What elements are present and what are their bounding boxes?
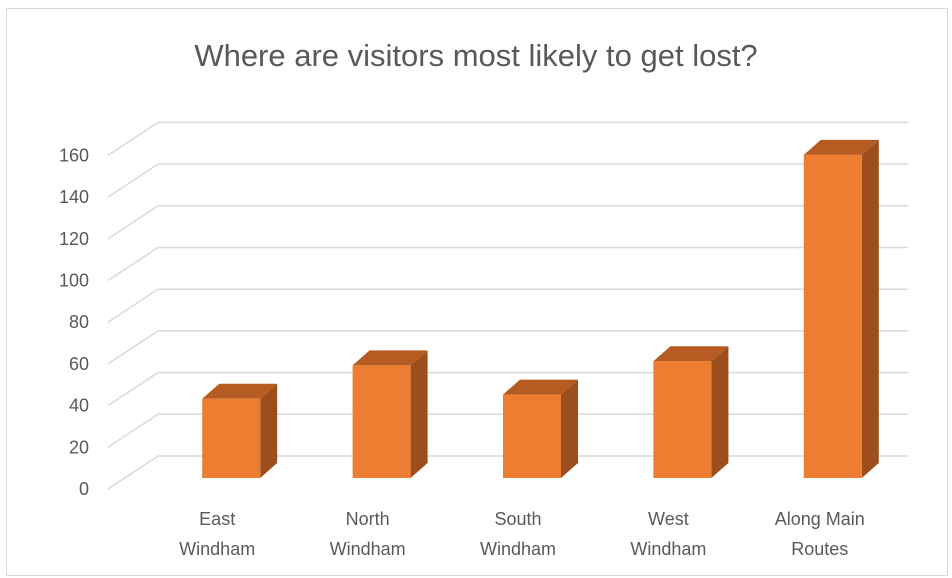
y-tick-label: 80	[69, 312, 89, 332]
y-tick-label: 40	[69, 396, 89, 416]
gridline-side	[107, 455, 159, 490]
bar-top	[202, 383, 278, 399]
x-tick-label: Windham	[630, 539, 706, 559]
y-tick-label: 100	[59, 271, 89, 291]
y-tick-label: 160	[59, 145, 89, 165]
y-tick-label: 60	[69, 354, 89, 374]
bar	[653, 361, 712, 478]
gridline-side	[107, 205, 159, 240]
gridline-side	[107, 246, 159, 282]
x-tick-label: Windham	[330, 539, 406, 559]
chart-area	[6, 8, 948, 576]
bar	[202, 398, 261, 478]
y-tick-label: 20	[69, 437, 89, 457]
bar-top	[503, 379, 578, 395]
bar	[352, 365, 411, 478]
y-tick-label: 140	[59, 187, 89, 207]
gridline-side	[107, 371, 159, 407]
x-tick-label: North	[346, 509, 390, 529]
chart-title: Where are visitors most likely to get lo…	[194, 38, 758, 73]
bar-top	[352, 350, 428, 366]
bar-top	[803, 139, 879, 155]
bar-side	[861, 139, 879, 478]
bar-side	[711, 346, 729, 478]
x-tick-label: West	[648, 509, 689, 529]
y-tick-label: 120	[59, 229, 89, 249]
gridline-side	[107, 288, 159, 323]
x-tick-label: South	[494, 509, 541, 529]
x-tick-label: Routes	[791, 539, 848, 559]
x-tick-label: Windham	[480, 539, 556, 559]
bar-top	[653, 346, 729, 362]
bar-side	[561, 379, 578, 478]
bar-side	[410, 350, 428, 478]
gridline-side	[107, 330, 159, 365]
x-tick-label: East	[199, 509, 235, 529]
bar	[803, 154, 862, 478]
gridline-side	[107, 163, 159, 198]
x-tick-label: Along Main	[775, 509, 865, 529]
gridline-side	[107, 413, 159, 448]
gridline-side	[107, 121, 159, 157]
x-tick-label: Windham	[179, 539, 255, 559]
y-tick-label: 0	[79, 479, 89, 499]
bar-side	[260, 383, 278, 478]
bar	[503, 394, 561, 478]
